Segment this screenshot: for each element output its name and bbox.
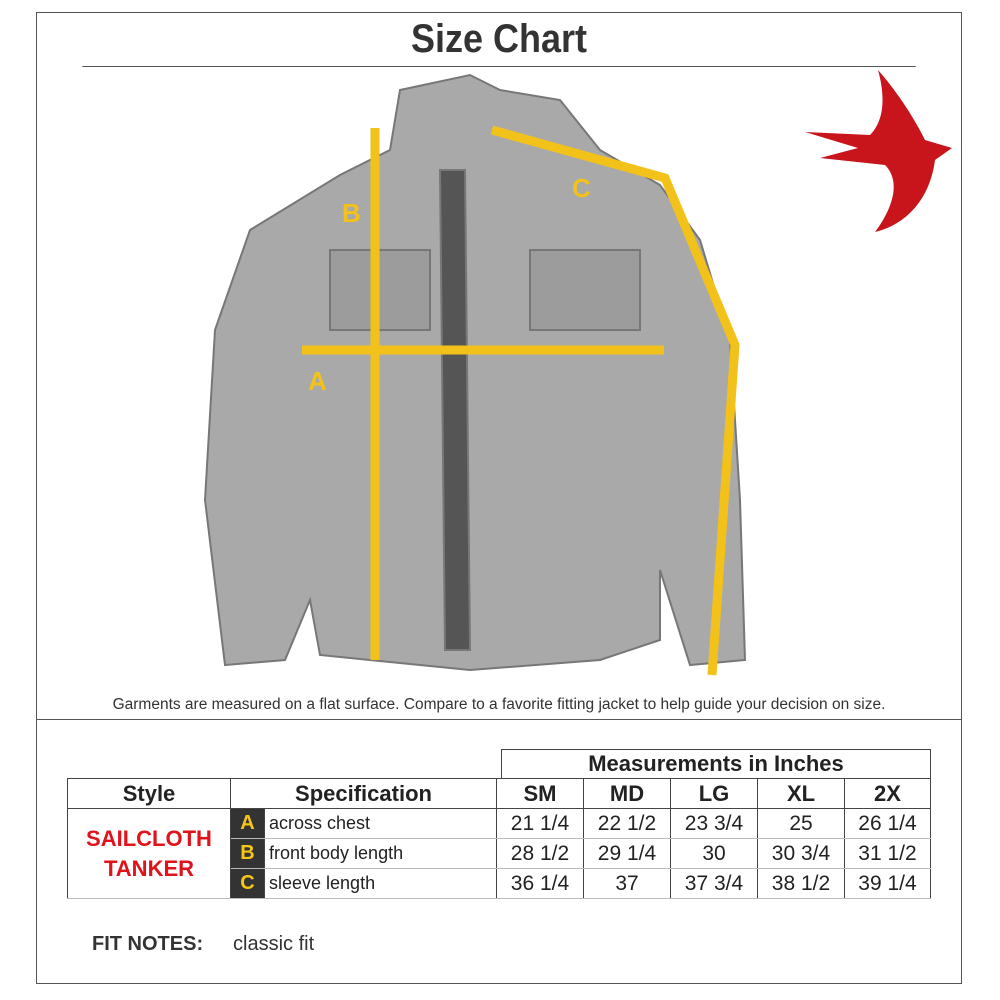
- cell: 30: [670, 838, 758, 869]
- cell: 21 1/4: [496, 808, 584, 839]
- cell: 25: [757, 808, 845, 839]
- table-row: SAILCLOTH TANKER A across chest 21 1/4 22…: [67, 808, 931, 899]
- section-divider: [36, 719, 962, 720]
- spec-label: sleeve length: [264, 868, 497, 899]
- header-style: Style: [67, 778, 231, 809]
- table-header-row: Style Specification SM MD LG XL 2X: [67, 778, 931, 809]
- size-table: Style Specification SM MD LG XL 2X SAILC…: [67, 778, 931, 899]
- spec-letter: C: [230, 868, 265, 899]
- cell: 37 3/4: [670, 868, 758, 899]
- measurement-caption: Garments are measured on a flat surface.…: [112, 696, 886, 713]
- chart-frame: [36, 12, 962, 984]
- fit-notes-label: FIT NOTES:: [92, 933, 204, 955]
- label-b: B: [342, 198, 361, 228]
- cell: 28 1/2: [496, 838, 584, 869]
- header-size: 2X: [844, 778, 931, 809]
- cell: 23 3/4: [670, 808, 758, 839]
- spec-letter: A: [230, 808, 265, 839]
- measure-lines: [302, 125, 740, 676]
- header-size: XL: [757, 778, 845, 809]
- cell: 26 1/4: [844, 808, 931, 839]
- cell: 30 3/4: [757, 838, 845, 869]
- jacket-diagram: B A C: [203, 70, 952, 676]
- label-c: C: [572, 173, 591, 203]
- style-line-2: TANKER: [103, 855, 195, 881]
- cell: 37: [583, 868, 671, 899]
- header-size: SM: [496, 778, 584, 809]
- measure-line-c: [490, 125, 740, 676]
- jacket-image: [203, 73, 747, 672]
- spec-label: front body length: [264, 838, 497, 869]
- swallow-logo-icon: [805, 70, 952, 232]
- table-row: B front body length 28 1/2 29 1/4 30 30 …: [68, 838, 931, 869]
- page-title: Size Chart: [82, 12, 916, 67]
- cell: 39 1/4: [844, 868, 931, 899]
- header-size: MD: [583, 778, 671, 809]
- fit-notes-value: classic fit: [233, 933, 315, 955]
- header-specification: Specification: [230, 778, 497, 809]
- header-size: LG: [670, 778, 758, 809]
- spec-letter: B: [230, 838, 265, 869]
- cell: 36 1/4: [496, 868, 584, 899]
- spec-label: across chest: [264, 808, 497, 839]
- cell: 38 1/2: [757, 868, 845, 899]
- cell: 31 1/2: [844, 838, 931, 869]
- measurements-group-header: Measurements in Inches: [501, 749, 931, 779]
- cell: 29 1/4: [583, 838, 671, 869]
- cell: 22 1/2: [583, 808, 671, 839]
- style-name: SAILCLOTH TANKER: [67, 808, 231, 899]
- style-line-1: SAILCLOTH: [86, 825, 212, 851]
- table-row: C sleeve length 36 1/4 37 37 3/4 38 1/2 …: [68, 868, 931, 899]
- label-a: A: [308, 366, 327, 396]
